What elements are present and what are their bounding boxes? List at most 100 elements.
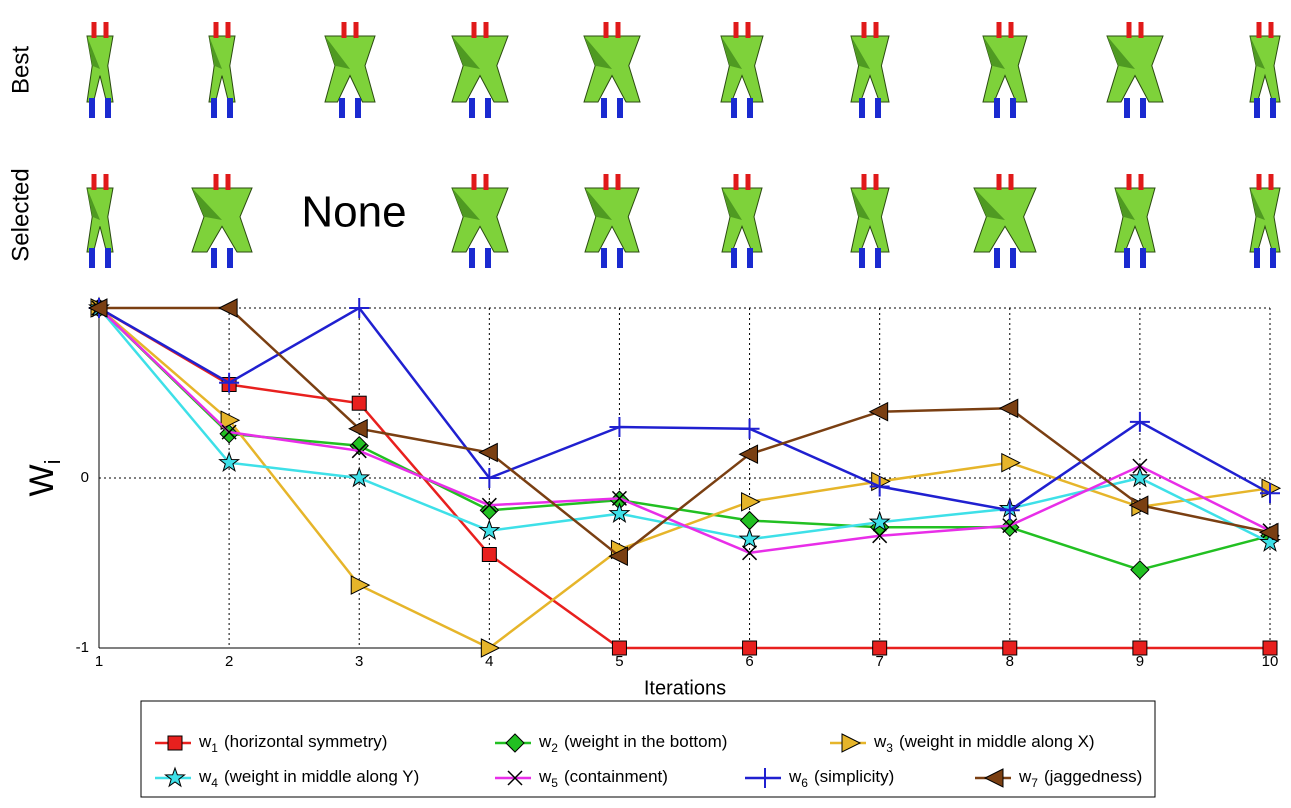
marker	[611, 640, 627, 656]
y-tick-label: -1	[76, 639, 89, 656]
shape-thumbnail	[850, 22, 890, 118]
y-axis-label-sub: i	[40, 460, 65, 465]
marker	[741, 491, 761, 512]
shape-thumbnail	[191, 174, 253, 268]
marker	[841, 733, 862, 753]
shape-thumbnails	[86, 22, 1281, 268]
marker	[738, 444, 759, 465]
legend-item: w4 (weight in middle along Y)	[155, 766, 419, 790]
marker	[983, 768, 1004, 788]
marker	[478, 519, 501, 541]
marker	[872, 640, 888, 656]
legend-symbol: w	[788, 767, 802, 786]
marker	[481, 497, 497, 513]
shape-shade	[974, 188, 1005, 220]
marker	[742, 640, 758, 656]
x-tick-label: 10	[1262, 653, 1279, 670]
marker	[868, 401, 889, 422]
marker	[167, 735, 183, 751]
legend-label: w5 (containment)	[538, 767, 668, 790]
shape-thumbnail	[1114, 174, 1156, 268]
marker	[755, 768, 775, 788]
legend-label: w3 (weight in middle along X)	[873, 732, 1095, 755]
legend-item: w3 (weight in middle along X)	[830, 732, 1095, 755]
marker	[609, 417, 630, 437]
x-tick-label: 4	[485, 653, 493, 670]
marker	[1262, 640, 1278, 656]
x-tick-label: 8	[1006, 653, 1014, 670]
legend-subscript: 2	[551, 741, 558, 755]
legend-symbol: w	[198, 732, 212, 751]
marker	[1128, 495, 1149, 516]
legend-subscript: 5	[551, 776, 558, 790]
shape-thumbnail	[1106, 22, 1164, 118]
legend-symbol: w	[198, 767, 212, 786]
x-tick-label: 7	[875, 653, 883, 670]
legend-name: (weight in middle along Y)	[224, 767, 419, 786]
marker	[351, 395, 367, 411]
marker	[217, 298, 238, 318]
marker	[739, 418, 760, 439]
marker	[608, 502, 631, 524]
shape-thumbnail	[451, 22, 509, 118]
marker	[1132, 640, 1148, 656]
marker	[1258, 522, 1279, 543]
x-tick-label: 2	[225, 653, 233, 670]
shape-shade	[452, 188, 480, 220]
series-line	[98, 307, 1271, 572]
y-axis-label-main: W	[23, 464, 61, 496]
marker	[1002, 518, 1018, 534]
marker	[742, 545, 758, 561]
legend-name: (simplicity)	[814, 767, 894, 786]
shape-thumbnail	[1249, 22, 1281, 118]
marker	[505, 733, 525, 753]
marker	[221, 424, 237, 440]
x-tick-label: 6	[745, 653, 753, 670]
shape-shade	[87, 188, 100, 220]
shape-shade	[585, 188, 612, 220]
none-label: None	[301, 188, 406, 237]
legend-symbol: w	[1018, 767, 1032, 786]
shape-shade	[851, 188, 870, 220]
shape-thumbnail	[324, 22, 376, 118]
legend-subscript: 4	[211, 776, 218, 790]
shape-thumbnail	[850, 174, 890, 268]
marker	[1128, 466, 1151, 488]
legend-label: w6 (simplicity)	[788, 767, 894, 790]
shape-shade	[1107, 36, 1135, 69]
legend-item: w2 (weight in the bottom)	[495, 732, 727, 755]
shape-shade	[851, 36, 870, 69]
marker	[1130, 560, 1150, 580]
legend-item: w1 (horizontal symmetry)	[155, 732, 387, 755]
shape-shade	[584, 36, 612, 69]
shape-shade	[1250, 36, 1265, 69]
legend-box	[140, 700, 1156, 798]
legend-label: w7 (jaggedness)	[1018, 767, 1142, 790]
marker	[608, 546, 628, 567]
shape-shade	[1250, 188, 1265, 220]
shape-shade	[452, 36, 480, 69]
series-line	[98, 307, 1271, 555]
legend-subscript: 1	[211, 741, 218, 755]
marker	[219, 372, 240, 393]
marker	[999, 500, 1020, 521]
shape-thumbnail	[1249, 174, 1281, 268]
shape-shade	[721, 36, 742, 69]
y-axis-label: Wi	[23, 460, 65, 497]
legend-item: w5 (containment)	[495, 767, 668, 790]
shape-thumbnail	[584, 174, 640, 268]
series-line	[99, 306, 1271, 558]
series-line	[98, 306, 1270, 650]
legend-name: (horizontal symmetry)	[224, 732, 387, 751]
marker	[348, 418, 368, 439]
marker	[350, 575, 371, 595]
legend-subscript: 3	[886, 741, 893, 755]
marker	[1001, 452, 1021, 473]
legend-label: w1 (horizontal symmetry)	[198, 732, 387, 755]
marker	[87, 298, 108, 318]
x-tick-label: 3	[355, 653, 363, 670]
legend-symbol: w	[538, 767, 552, 786]
marker	[1002, 640, 1018, 656]
series-line	[98, 307, 1271, 544]
legend-symbol: w	[538, 732, 552, 751]
